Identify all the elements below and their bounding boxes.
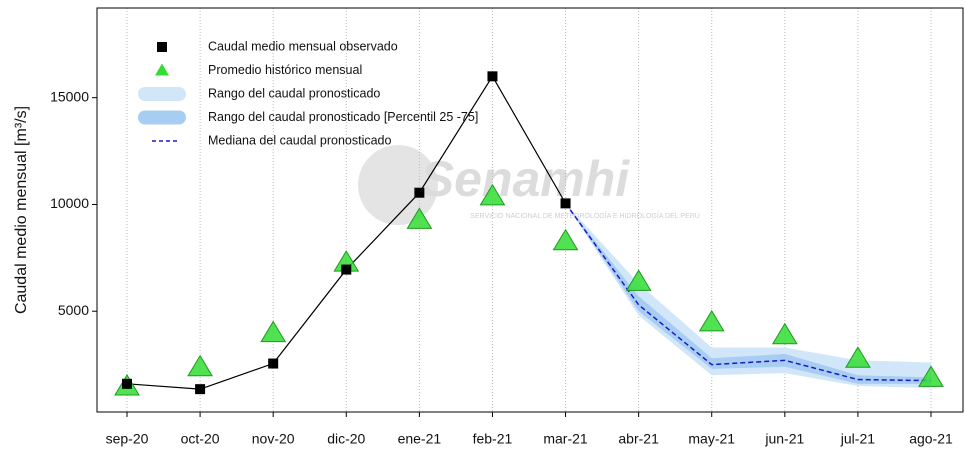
observed-point — [341, 264, 352, 275]
median-line — [564, 202, 932, 382]
historical-point — [771, 322, 798, 345]
x-tick-label: nov-20 — [252, 431, 295, 447]
observed-point — [414, 187, 425, 198]
x-tick-label: mar-21 — [543, 431, 588, 447]
observed-point — [268, 358, 279, 369]
legend-label: Promedio histórico mensual — [208, 63, 362, 77]
legend-label: Caudal medio mensual observado — [208, 39, 398, 53]
historical-point — [406, 207, 433, 229]
x-tick-label: ago-21 — [909, 431, 953, 447]
forecast-band — [565, 203, 931, 384]
x-tick-label: dic-20 — [327, 431, 365, 447]
historical-point — [552, 228, 579, 251]
legend-label: Rango del caudal pronosticado — [208, 86, 380, 100]
plot-frame — [96, 7, 964, 413]
observed-point — [122, 378, 132, 389]
historical-point — [187, 354, 213, 377]
observed-point — [195, 384, 206, 395]
y-tick-label: 5000 — [58, 302, 89, 318]
y-axis-label: Caudal medio mensual [m³/s] — [13, 106, 30, 314]
historical-point — [625, 269, 652, 291]
x-tick-label: jul-21 — [840, 431, 875, 447]
observed-point — [560, 198, 571, 209]
legend-label: Rango del caudal pronosticado [Percentil… — [208, 110, 478, 124]
historical-point — [918, 365, 944, 387]
legend-swatch — [155, 63, 169, 76]
historical-point — [260, 320, 287, 343]
x-tick-label: ene-21 — [398, 431, 442, 447]
legend-swatch — [157, 42, 167, 52]
historical-point — [479, 183, 506, 206]
legend-swatch — [138, 110, 186, 125]
historical-point — [698, 309, 725, 332]
x-tick-label: sep-20 — [106, 431, 149, 447]
x-tick-label: may-21 — [688, 431, 735, 447]
x-tick-label: oct-20 — [181, 431, 220, 447]
observed-point — [487, 71, 498, 82]
y-tick-label: 10000 — [50, 195, 89, 211]
watermark: Senamhi — [421, 151, 631, 207]
x-tick-label: feb-21 — [473, 431, 513, 447]
forecast-band — [565, 203, 931, 389]
watermark-subtitle: SERVICIO NACIONAL DE METEOROLOGÍA E HIDR… — [470, 211, 700, 220]
legend-swatch — [138, 87, 186, 101]
x-tick-label: abr-21 — [618, 431, 659, 447]
x-tick-label: jun-21 — [764, 431, 804, 447]
watermark-logo — [358, 145, 438, 225]
legend-label: Mediana del caudal pronosticado — [208, 133, 392, 147]
y-tick-label: 15000 — [50, 88, 89, 104]
historical-point — [845, 346, 871, 368]
